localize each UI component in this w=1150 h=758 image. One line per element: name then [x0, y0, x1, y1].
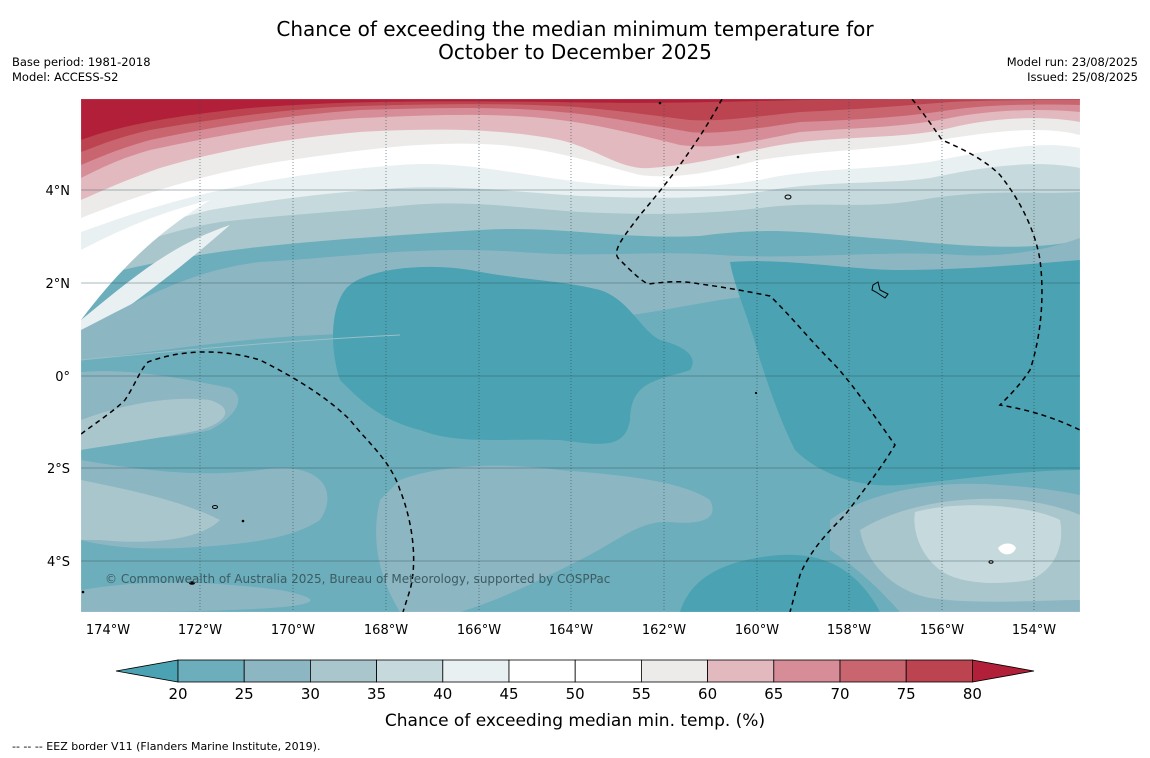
- colorbar-tick-label: 50: [566, 685, 585, 703]
- islands: [81, 101, 994, 594]
- meta-left: Base period: 1981-2018 Model: ACCESS-S2: [12, 55, 151, 85]
- model-run: Model run: 23/08/2025: [1006, 55, 1138, 69]
- lat-label: 4°N: [46, 184, 71, 199]
- lon-label: 164°W: [549, 623, 593, 638]
- colorbar-segment: [376, 659, 444, 683]
- probability-field: [81, 99, 1080, 612]
- colorbar-tick-label: 35: [367, 685, 386, 703]
- footnote: -- -- -- EEZ border V11 (Flanders Marine…: [12, 740, 321, 753]
- colorbar-segment: [243, 659, 311, 683]
- issued-date: Issued: 25/08/2025: [1027, 70, 1138, 84]
- colorbar-arrow-high: [972, 659, 1035, 683]
- chart-title: Chance of exceeding the median minimum t…: [0, 18, 1150, 64]
- eez-borders: [81, 99, 1080, 612]
- colorbar-segment: [839, 659, 907, 683]
- title-line-2: October to December 2025: [438, 40, 712, 64]
- colorbar-tick-label: 80: [963, 685, 982, 703]
- lat-label: 2°N: [46, 277, 71, 292]
- lat-labels: 4°N 2°N 0° 2°S 4°S: [46, 184, 71, 570]
- colorbar-segment: [707, 659, 775, 683]
- colorbar-tick-label: 55: [632, 685, 651, 703]
- colorbar-tick-label: 40: [433, 685, 452, 703]
- lon-label: 156°W: [920, 623, 964, 638]
- colorbar-tick-label: 20: [168, 685, 187, 703]
- lon-label: 162°W: [642, 623, 686, 638]
- colorbar-tick-label: 65: [764, 685, 783, 703]
- lon-labels: 174°W 172°W 170°W 168°W 166°W 164°W 162°…: [86, 623, 1056, 638]
- map-frame: [80, 98, 1081, 613]
- lon-label: 168°W: [364, 623, 408, 638]
- title-line-1: Chance of exceeding the median minimum t…: [276, 17, 874, 41]
- colorbar-segment: [574, 659, 642, 683]
- lat-label: 0°: [55, 370, 70, 385]
- lat-label: 2°S: [47, 462, 70, 477]
- colorbar-tick-label: 75: [897, 685, 916, 703]
- colorbar-segment: [442, 659, 510, 683]
- colorbar-tick-label: 25: [235, 685, 254, 703]
- meta-right: Model run: 23/08/2025 Issued: 25/08/2025: [1007, 55, 1138, 85]
- base-period: Base period: 1981-2018: [12, 55, 151, 69]
- colorbar-segment: [508, 659, 576, 683]
- colorbar-segment: [309, 659, 377, 683]
- colorbar-tick-label: 60: [698, 685, 717, 703]
- colorbar-tick-label: 70: [830, 685, 849, 703]
- colorbar-arrow-low: [115, 659, 179, 683]
- lat-label: 4°S: [47, 555, 70, 570]
- model-name: Model: ACCESS-S2: [12, 70, 119, 84]
- colorbar-tick-label: 45: [499, 685, 518, 703]
- lon-label: 170°W: [271, 623, 315, 638]
- colorbar-segment: [641, 659, 709, 683]
- lon-label: 160°W: [735, 623, 779, 638]
- colorbar-segment: [905, 659, 973, 683]
- lon-label: 172°W: [178, 623, 222, 638]
- colorbar-segment: [177, 659, 245, 683]
- colorbar: 20 25 30 35 40 45 50 55 60 65 70 75 80: [115, 659, 1035, 703]
- lon-label: 174°W: [86, 623, 130, 638]
- colorbar-label: Chance of exceeding median min. temp. (%…: [385, 711, 765, 731]
- copyright-text: © Commonwealth of Australia 2025, Bureau…: [105, 572, 610, 586]
- lon-label: 166°W: [457, 623, 501, 638]
- lon-label: 158°W: [827, 623, 871, 638]
- colorbar-segment: [773, 659, 841, 683]
- colorbar-tick-label: 30: [301, 685, 320, 703]
- lon-label: 154°W: [1012, 623, 1056, 638]
